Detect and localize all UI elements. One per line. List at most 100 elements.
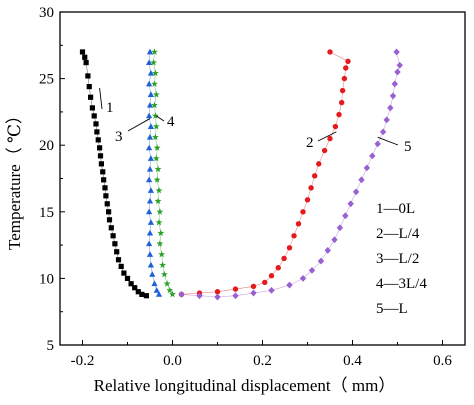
data-point [262, 279, 268, 286]
data-point [93, 121, 99, 127]
data-point [89, 105, 95, 111]
data-point [331, 236, 338, 244]
data-point [94, 129, 100, 135]
data-point [391, 80, 398, 88]
x-axis-title: Relative longitudinal displacement（ mm） [94, 376, 396, 395]
series-2 [178, 49, 351, 298]
data-point [151, 101, 158, 109]
data-point [347, 200, 354, 208]
x-tick-label: -0.2 [71, 353, 95, 369]
x-tick-label: 0.0 [163, 353, 182, 369]
data-point [166, 286, 174, 294]
data-point [114, 249, 120, 255]
y-tick-label: 15 [39, 205, 54, 221]
data-point [159, 261, 167, 268]
data-point [104, 201, 110, 207]
data-point [286, 245, 293, 251]
legend-entry: 5—L [376, 301, 408, 317]
data-point [82, 54, 88, 60]
x-tick-label: 0.6 [433, 353, 452, 369]
data-point [147, 261, 154, 268]
data-point [308, 267, 316, 274]
legend-entry: 1—0L [376, 201, 415, 217]
data-point [153, 287, 160, 293]
data-point [112, 241, 118, 247]
data-point [389, 92, 397, 100]
data-point [147, 219, 154, 225]
data-point [214, 293, 221, 301]
data-point [336, 224, 344, 232]
data-point [97, 153, 104, 159]
series-4 [150, 48, 176, 298]
data-point [316, 161, 322, 167]
data-point [341, 75, 348, 82]
data-point [135, 289, 141, 295]
data-point [97, 145, 103, 151]
data-point [139, 291, 145, 297]
data-point [151, 280, 158, 287]
data-point [147, 155, 154, 161]
data-point [374, 140, 381, 148]
data-point [86, 83, 92, 90]
data-point [108, 225, 114, 231]
legend-entry: 3—L/2 [376, 251, 419, 267]
data-point [324, 247, 331, 254]
series-label-3: 3 [115, 129, 123, 145]
legend-entry: 4—3L/4 [376, 276, 427, 292]
series-5 [178, 48, 403, 301]
legend: 1—0L 2—L/4 3—L/2 4—3L/4 5—L [376, 201, 427, 317]
data-point [336, 111, 342, 118]
data-point [312, 173, 318, 179]
data-point [339, 87, 346, 94]
plot-frame [59, 11, 466, 346]
data-point [151, 112, 159, 119]
series-layer [79, 48, 403, 301]
data-point [124, 275, 131, 281]
data-point [110, 233, 116, 239]
data-point [232, 292, 239, 300]
data-point [396, 61, 403, 69]
data-point [146, 208, 153, 215]
data-point [163, 280, 171, 287]
data-point [387, 104, 394, 112]
data-point [291, 233, 297, 239]
data-point [91, 113, 97, 119]
data-point [352, 188, 360, 196]
series-line-1 [82, 51, 147, 296]
leader-line-1 [99, 87, 103, 110]
x-tick-label: 0.2 [253, 353, 272, 369]
data-point [275, 265, 281, 271]
data-point [286, 281, 293, 289]
data-point [132, 285, 138, 291]
data-point [332, 123, 339, 130]
data-point [232, 286, 239, 292]
data-point [146, 251, 154, 257]
data-point [317, 257, 325, 265]
data-point [339, 99, 345, 106]
data-point [155, 218, 163, 226]
data-point [143, 293, 149, 299]
x-tick-label: 0.4 [343, 353, 362, 369]
data-point [358, 176, 365, 184]
data-point [268, 273, 275, 279]
data-point [327, 49, 333, 55]
data-point [151, 80, 158, 87]
y-tick-label: 25 [39, 72, 54, 88]
series-label-1: 1 [106, 100, 114, 116]
data-point [154, 197, 162, 205]
data-point [250, 289, 257, 297]
data-point [268, 286, 275, 294]
data-point [88, 94, 94, 100]
data-point [83, 60, 89, 66]
data-point [281, 255, 287, 262]
leader-line-4 [156, 115, 165, 122]
y-axis-title: Temperature（ ℃） [5, 107, 24, 250]
data-point [363, 164, 371, 172]
data-point [147, 123, 154, 129]
series-label-5: 5 [404, 139, 412, 155]
data-point [146, 112, 153, 119]
y-tick-label: 30 [39, 5, 54, 21]
data-point [155, 186, 163, 194]
data-point [321, 147, 328, 154]
